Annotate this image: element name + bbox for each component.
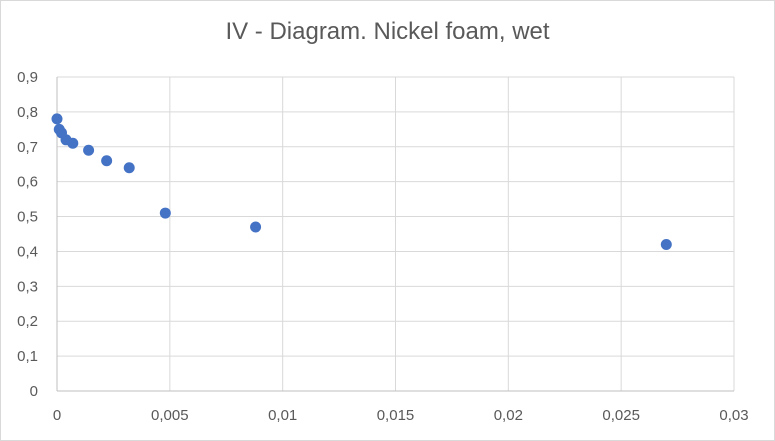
y-tick-label: 0,4 [17, 243, 38, 260]
data-point [67, 137, 79, 149]
x-tick-label: 0,015 [377, 407, 415, 424]
x-tick-label: 0,02 [494, 407, 523, 424]
data-points [51, 113, 672, 250]
data-point [660, 238, 672, 250]
y-tick-label: 0,5 [17, 209, 38, 226]
y-tick-label: 0,9 [17, 69, 38, 86]
y-tick-label: 0,2 [17, 313, 38, 330]
data-point [101, 155, 113, 167]
data-point [51, 113, 63, 125]
x-tick-label: 0,025 [602, 407, 640, 424]
y-tick-label: 0,1 [17, 348, 38, 365]
x-tick-labels: 0 0,005 0,01 0,015 0,02 0,025 0,03 [53, 407, 749, 424]
y-tick-label: 0,7 [17, 139, 38, 156]
data-point [123, 162, 135, 174]
x-tick-label: 0,01 [268, 407, 297, 424]
data-point [250, 221, 262, 233]
data-point [159, 207, 171, 219]
y-tick-label: 0 [30, 383, 38, 400]
x-tick-label: 0,005 [151, 407, 189, 424]
y-tick-labels: 0 0,1 0,2 0,3 0,4 0,5 0,6 0,7 0,8 0,9 [17, 69, 38, 400]
x-tick-label: 0,03 [719, 407, 748, 424]
data-point [83, 144, 95, 156]
gridlines [57, 76, 735, 391]
chart-title: IV - Diagram. Nickel foam, wet [225, 18, 550, 45]
x-tick-label: 0 [53, 407, 61, 424]
y-tick-label: 0,3 [17, 278, 38, 295]
y-tick-label: 0,8 [17, 104, 38, 121]
y-tick-label: 0,6 [17, 174, 38, 191]
